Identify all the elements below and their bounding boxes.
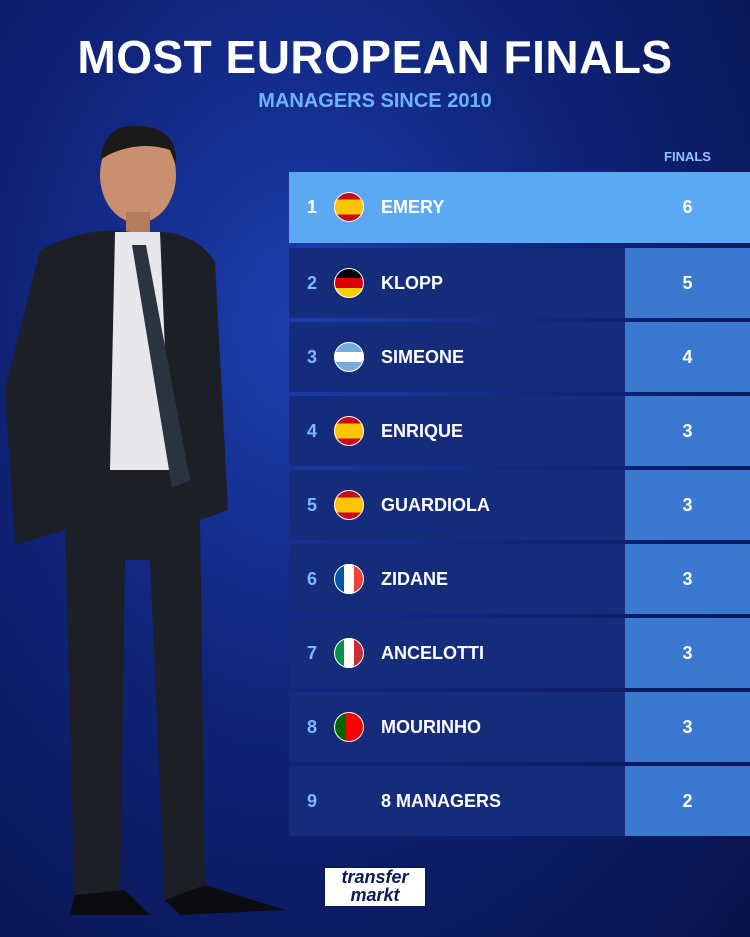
finals-count: 3 bbox=[682, 643, 693, 663]
manager-name: EMERY bbox=[381, 197, 445, 217]
table-row: 9 8 MANAGERS 2 bbox=[289, 766, 750, 836]
finals-count: 6 bbox=[682, 197, 693, 217]
flag bbox=[334, 268, 364, 298]
rank: 8 bbox=[307, 717, 318, 737]
manager-name: KLOPP bbox=[381, 273, 444, 293]
table-row: 7 ANCELOTTI 3 bbox=[289, 618, 750, 688]
table-row: 2 KLOPP 5 bbox=[289, 248, 750, 318]
finals-count: 4 bbox=[682, 347, 693, 367]
flag bbox=[334, 638, 364, 668]
rank: 9 bbox=[307, 791, 318, 811]
rank: 4 bbox=[307, 421, 318, 441]
rank: 7 bbox=[307, 643, 318, 663]
value-cell bbox=[625, 766, 750, 836]
table-row: 3 SIMEONE 4 bbox=[289, 322, 750, 392]
flag bbox=[334, 192, 364, 222]
flag bbox=[334, 416, 364, 446]
finals-count: 3 bbox=[682, 495, 693, 515]
column-header: FINALS bbox=[664, 149, 711, 164]
subtitle: MANAGERS SINCE 2010 bbox=[258, 90, 492, 112]
flag bbox=[334, 342, 364, 372]
table-row: 1 EMERY 6 bbox=[289, 172, 750, 243]
manager-name: ANCELOTTI bbox=[381, 643, 484, 663]
value-cell bbox=[625, 470, 750, 540]
logo-text: transfer bbox=[341, 867, 409, 887]
rank: 5 bbox=[307, 495, 318, 515]
manager-name: SIMEONE bbox=[381, 347, 465, 367]
logo: transfer markt bbox=[323, 866, 427, 908]
rank: 3 bbox=[307, 347, 318, 367]
rank: 6 bbox=[307, 569, 318, 589]
value-cell bbox=[625, 396, 750, 466]
finals-count: 3 bbox=[682, 717, 693, 737]
rank: 2 bbox=[307, 273, 318, 293]
manager-name: GUARDIOLA bbox=[381, 495, 490, 515]
logo-text: markt bbox=[350, 885, 400, 905]
flag bbox=[334, 712, 364, 742]
finals-count: 5 bbox=[682, 273, 693, 293]
rank: 1 bbox=[307, 197, 318, 217]
finals-count: 3 bbox=[682, 421, 693, 441]
table-row: 5 GUARDIOLA 3 bbox=[289, 470, 750, 540]
value-cell bbox=[625, 248, 750, 318]
finals-count: 2 bbox=[682, 791, 693, 811]
manager-name: 8 MANAGERS bbox=[381, 791, 502, 811]
value-cell bbox=[625, 544, 750, 614]
table-row: 4 ENRIQUE 3 bbox=[289, 396, 750, 466]
flag bbox=[334, 490, 364, 520]
value-cell bbox=[625, 692, 750, 762]
manager-photo bbox=[5, 125, 285, 915]
manager-name: MOURINHO bbox=[381, 717, 481, 737]
title: MOST EUROPEAN FINALS bbox=[77, 31, 673, 83]
flag bbox=[334, 564, 364, 594]
manager-name: ZIDANE bbox=[381, 569, 448, 589]
table-row: 8 MOURINHO 3 bbox=[289, 692, 750, 762]
finals-count: 3 bbox=[682, 569, 693, 589]
value-cell bbox=[625, 618, 750, 688]
manager-name: ENRIQUE bbox=[381, 421, 464, 441]
value-cell bbox=[625, 322, 750, 392]
table-row: 6 ZIDANE 3 bbox=[289, 544, 750, 614]
